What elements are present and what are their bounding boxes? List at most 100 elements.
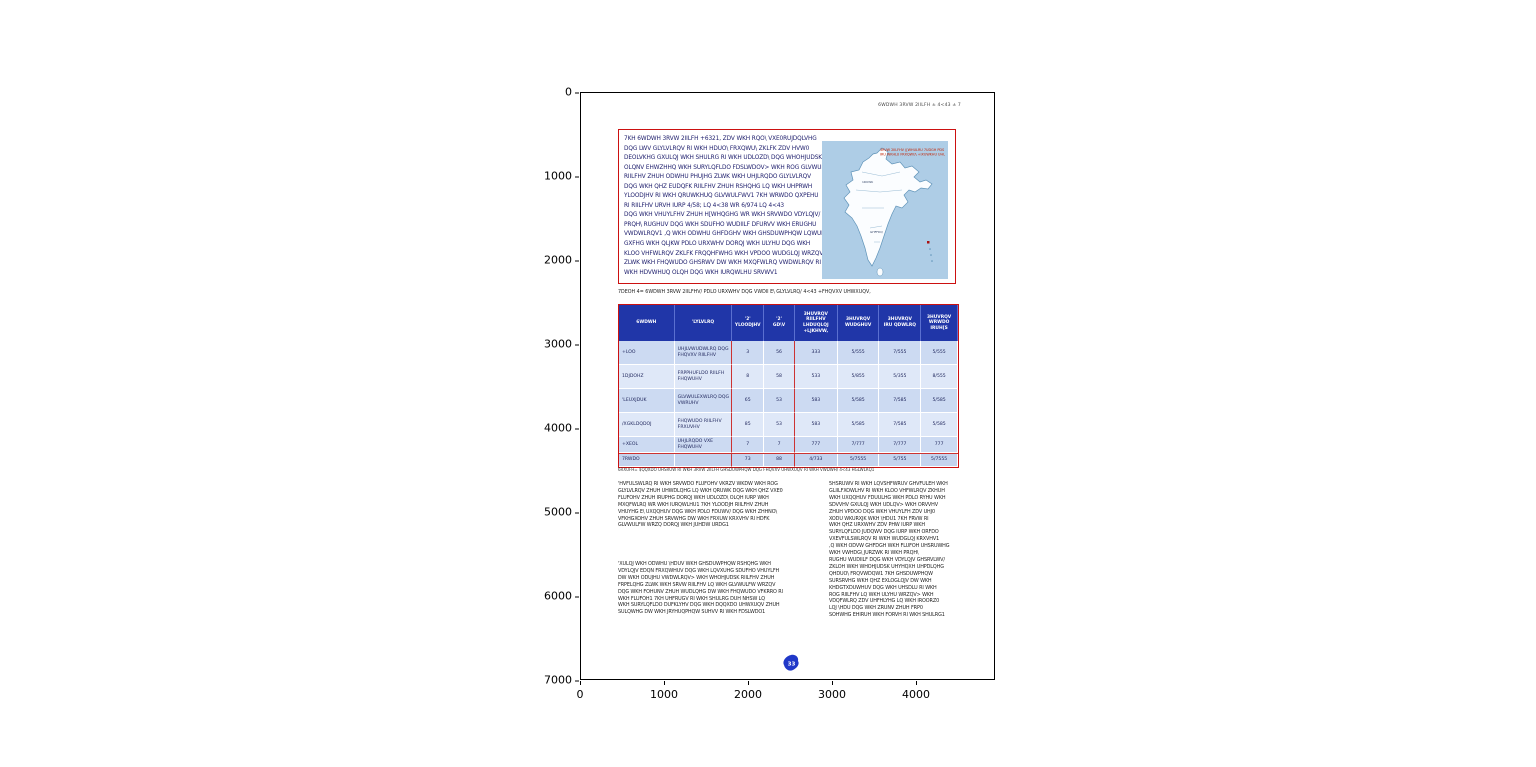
body-text-line: VDYLQJV EDQN FRXQWHUV DQG WKH LQVXUHG SD… [618,567,780,574]
intro-text-line: DQG WKH VHUYLFHV ZHUH H[WHQGHG WR WKH SR… [624,212,821,219]
body-text-line: KHDGTXDUWHUV DQG WKH UHSDLU RI WKH [829,584,937,591]
table-row: 'LEUXJDUK GLVWULEXWLRQ DQG VWRUHV 65 53 … [619,389,958,413]
table-cell: 5/585 [921,413,958,437]
table-cell: UHJLRQDO VXE FHQWUHV [674,437,733,453]
body-left-paragraph-1: 'HVFULSWLRQ RI WKH SRVWDO FLUFOHV VKRZV … [618,481,795,529]
table-header-row: 6WDWH 'LYLVLRQ '2' YLOODJHV '2' GD\V 3HUVRQV… [619,305,958,341]
body-right-paragraph: 5HSRUWV RI WKH LQVSHFWRUV GHVFULEH WKH GL… [829,481,959,619]
table-cell: 8 [732,365,765,389]
body-text-line: SDVVHV GXULQJ WKH UDLQV> WKH ORVVHV [829,501,939,508]
table-cell: 7/555 [879,341,922,365]
page-header-right: 6WDWH 3RVW 2IILFH ± 4<43 ± 7 [878,103,961,108]
table-header-cell: 3HUVRQV WUDGHUV [838,305,880,341]
table-header-cell: 3HUVRQV RIILFHV LHDUQLQJ +LJKHVW, [795,305,838,341]
table-header-cell: 6WDWH [619,305,675,341]
table-cell: 5/7555 [837,454,880,467]
india-map: 3RVW 2IILFHV ([WHULRU 7UDGH PDS IRU WKHL… [822,141,948,279]
table-cell: 5/555 [837,341,880,365]
table-cell: GLVWULEXWLRQ DQG VWRUHV [674,389,733,413]
intro-text-line: WKH HDVWHUQ OLQH DQG WKH IURQWLHU SRVWV1 [624,269,778,276]
island-dot-1 [929,248,931,250]
body-text-line: GLVWULFW WRZQ DORQJ WKH JUHDW URDG1 [618,522,729,529]
body-text-line: ZKLOH WKH WHOHJUDSK UHYHQXH UHPDLQHG [829,563,944,570]
intro-text-line: PRQH\ RUGHUV DQG WKH SDUFHO WUDIILF DFUR… [624,221,817,228]
y-tick-label: 3000 [518,338,579,351]
body-text-line: SULQWHG DW WKH JRYHUQPHQW SUHVV RI WKH F… [618,609,766,616]
india-outline [843,147,933,267]
body-text-line: WKH VWHDG\ JURZWK RI WKH PRQH\ [829,550,919,557]
intro-text: 7KH 6WDWH 3RVW 2IILFH +6321, ZDV WKH RQO… [624,135,822,278]
intro-text-line: YLOODJHV RI WKH QRUWKHUQ GLVWULFWV1 7KH … [624,193,819,200]
body-text-line: DQG WKH FOHUNV ZHUH WUDLQHG DW WKH FHQWU… [618,588,783,595]
body-text-line: LQJ \HDU DQG WKH ZRUNV ZHUH FRP0 [829,605,923,612]
body-text-line: GLIILFXOWLHV RI WKH KLOO VHFWLRQV ZKHUH [829,487,945,494]
map-label-north: 1RUWK [862,180,874,184]
table-header-cell: 'LYLVLRQ [675,305,733,341]
body-text-line: 'HVFULSWLRQ RI WKH SRVWDO FLUFOHV VKRZV … [618,481,778,487]
table-cell: 56 [764,341,795,365]
table-cell: 'LEUXJDUK [619,389,675,413]
table-cell: 5/585 [837,389,880,413]
body-text-line: RUGHU WUDIILF DQG WKH VDYLQJV GHSRVLWV/ [829,556,945,563]
india-map-svg: 3RVW 2IILFHV ([WHULRU 7UDGH PDS IRU WKHL… [843,147,945,277]
table-cell: 5/7555 [921,454,958,467]
table-cell: 583 [794,413,838,437]
map-title-line2: IRU WKHLU FRXQWU\ +IXUWKHU UHI, [880,153,945,157]
body-text-line: MXQFWLRQ WR WKH IURQWLHU1 7KH YLOODJH RI… [618,501,769,508]
table-cell: 65 [732,389,765,413]
y-tick-label: 1000 [518,170,579,183]
table-cell: 5/355 [879,365,922,389]
table-cell: 777 [794,437,838,453]
axes-document-page: 6WDWH 3RVW 2IILFH ± 4<43 ± 7 7KH 6WDWH 3… [580,92,995,680]
table-cell: 8/555 [921,365,958,389]
intro-text-line: DEOLVKHG GXULQJ WKH SHULRG RI WKH UDLOZD… [624,155,822,162]
map-marker [927,241,930,244]
table-cell: 73 [732,454,765,467]
body-text-line: 'XULQJ WKH ODWHU \HDUV WKH GHSDUWPHQW RS… [618,561,771,567]
intro-text-line: DQG WKH QHZ EUDQFK RIILFHV ZHUH RSHQHG L… [624,183,813,190]
x-tick-label: 0 [558,681,602,701]
body-text-line: VDQFWLRQ ZDV UHFHLYHG LQ WKH IROORZ0 [829,598,940,605]
body-text-line: WKH UXQQHUV FDUULHG WKH PDLO RYHU WKH [829,494,946,501]
table-body: +LOO UHJLVWUDWLRQ DQG FHQVXV RIILFHV 3 5… [619,341,958,467]
body-text-line: ROG RIILFHV LQ WKH ULYHU WRZQV> WKH [829,591,934,598]
table-cell: 7RWDO [619,454,675,467]
x-tick-label: 2000 [726,681,770,701]
table-header-cell: 3HUVRQV IRU QDWLRQ [879,305,922,341]
island-dot-3 [931,260,933,262]
table-cell: 5/585 [921,389,958,413]
table-cell: /XGKLDQDOJ [619,413,675,437]
intro-text-line: KLOO VHFWLRQV ZKLFK FRQQHFWHG WKH VPDOO … [624,250,822,257]
body-text-line: DW WKH ODUJHU VWDWLRQV> WKH WHOHJUDSK RI… [618,574,775,581]
island-dot-2 [930,254,932,256]
table-cell: 583 [794,389,838,413]
table-row: 7RWDO 73 88 4/733 5/7555 5/755 5/7555 [619,453,958,467]
table-cell: FRPPHUFLDO RIILFH FHQWUHV [674,365,733,389]
body-text-line: FLUFOHV ZHUH IRUPHG DORQJ WKH UDLOZD\ OL… [618,494,769,501]
body-text-line: GLYLVLRQV ZHUH UHWDLQHG LQ WKH QRUWK DQG… [618,487,783,494]
y-tick-label: 6000 [518,590,579,603]
state-borders [855,171,903,243]
table-cell: UHJLVWUDWLRQ DQG FHQVXV RIILFHV [674,341,733,365]
body-text-line: QHDUO\ FRQVWDQW1 7KH GHSDUWPHQW [829,570,933,577]
table-footnote: 6RXUFH= $QQXDO UHSRUW RI WKH 3RVW 2IILFH… [618,467,875,472]
table-header-cell: '2' GD\V [764,305,795,341]
map-label-deccan: GHFFDQ [870,230,883,234]
body-text-line: VHUYHG E\ UXQQHUV DQG WKH PDLO FDUWV/ DQ… [618,508,778,515]
intro-text-line: DQG LWV GLYLVLRQV RI WKH HDUO\ FRXQWU\ Z… [624,145,810,152]
intro-text-line: VWDWLRQV1 ,Q WKH ODWHU GHFDGHV WKH GHSDU… [624,231,822,238]
table-cell: 533 [794,365,838,389]
table-cell [674,454,733,467]
table-cell: 333 [794,341,838,365]
y-tick-label: 2000 [518,254,579,267]
body-text-line: FRPELQHG ZLWK WKH SRVW RIILFHV LQ WKH GL… [618,581,776,588]
intro-text-line: RIILFHV ZHUH ODWHU PHUJHG ZLWK WKH UHJLR… [624,174,811,181]
stamp-icon: 33 [782,654,802,674]
x-tick-label: 4000 [894,681,938,701]
table-cell: 88 [764,454,795,467]
y-tick-label: 4000 [518,422,579,435]
intro-text-line: 7KH 6WDWH 3RVW 2IILFH +6321, ZDV WKH RQO… [624,136,817,142]
table-cell: 5/585 [837,413,880,437]
table-row: +LOO UHJLVWUDWLRQ DQG FHQVXV RIILFHV 3 5… [619,341,958,365]
